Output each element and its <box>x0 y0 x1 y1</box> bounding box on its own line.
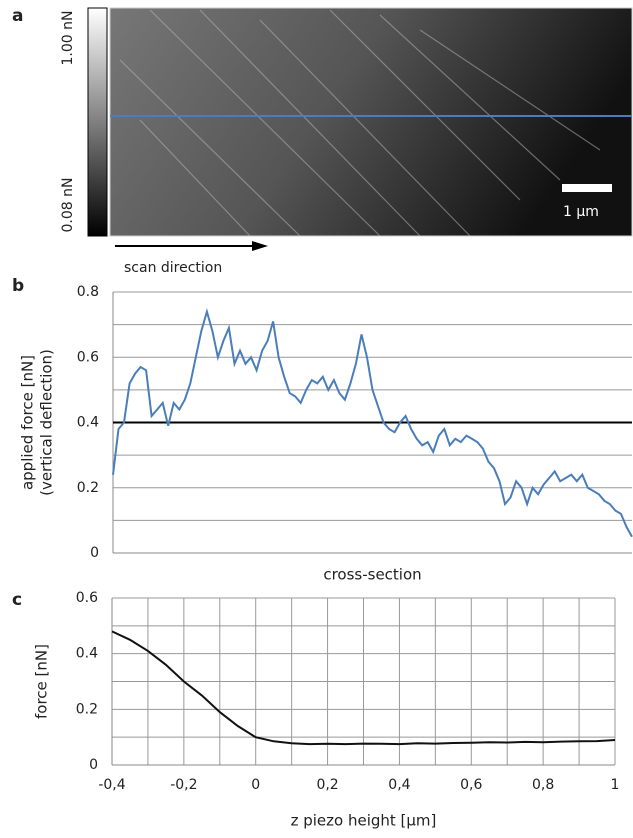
scan-arrow-head <box>252 241 268 251</box>
x-tick-label: -0,4 <box>98 777 125 793</box>
colorbar-min: 0.08 nN <box>60 178 76 233</box>
image-texture <box>119 9 601 237</box>
y-axis-label: (vertical deflection) <box>38 349 56 496</box>
x-axis-label: cross-section <box>323 566 421 584</box>
panel-label: c <box>12 590 22 610</box>
y-tick-label: 0.8 <box>77 284 99 300</box>
data-line <box>112 307 633 538</box>
y-tick-label: 0.4 <box>77 415 99 431</box>
y-tick-label: 0 <box>89 757 98 773</box>
y-axis-label: applied force [nN] <box>19 355 37 490</box>
x-tick-label: 0,2 <box>316 777 338 793</box>
x-tick-label: 0 <box>251 777 260 793</box>
colorbar-max: 1.00 nN <box>60 11 76 66</box>
y-tick-label: 0.6 <box>77 349 99 365</box>
y-tick-label: 0 <box>90 545 99 561</box>
y-tick-label: 0.6 <box>76 590 98 606</box>
x-tick-label: -0,2 <box>170 777 197 793</box>
afm-image <box>109 7 633 237</box>
panel-label: a <box>12 6 23 26</box>
scale-bar <box>562 184 612 192</box>
scale-bar-label: 1 µm <box>563 204 599 220</box>
y-tick-label: 0.2 <box>77 480 99 496</box>
x-tick-label: 1 <box>611 777 620 793</box>
x-tick-label: 0,4 <box>388 777 410 793</box>
x-axis-label: z piezo height [µm] <box>291 812 437 830</box>
y-tick-label: 0.4 <box>76 646 98 662</box>
scan-direction-label: scan direction <box>124 260 222 276</box>
y-axis-label: force [nN] <box>33 644 51 719</box>
y-tick-label: 0.2 <box>76 701 98 717</box>
data-line <box>111 630 616 746</box>
x-tick-label: 0,8 <box>532 777 554 793</box>
colorbar <box>87 7 108 237</box>
x-tick-label: 0,6 <box>460 777 482 793</box>
panel-label: b <box>12 276 24 296</box>
